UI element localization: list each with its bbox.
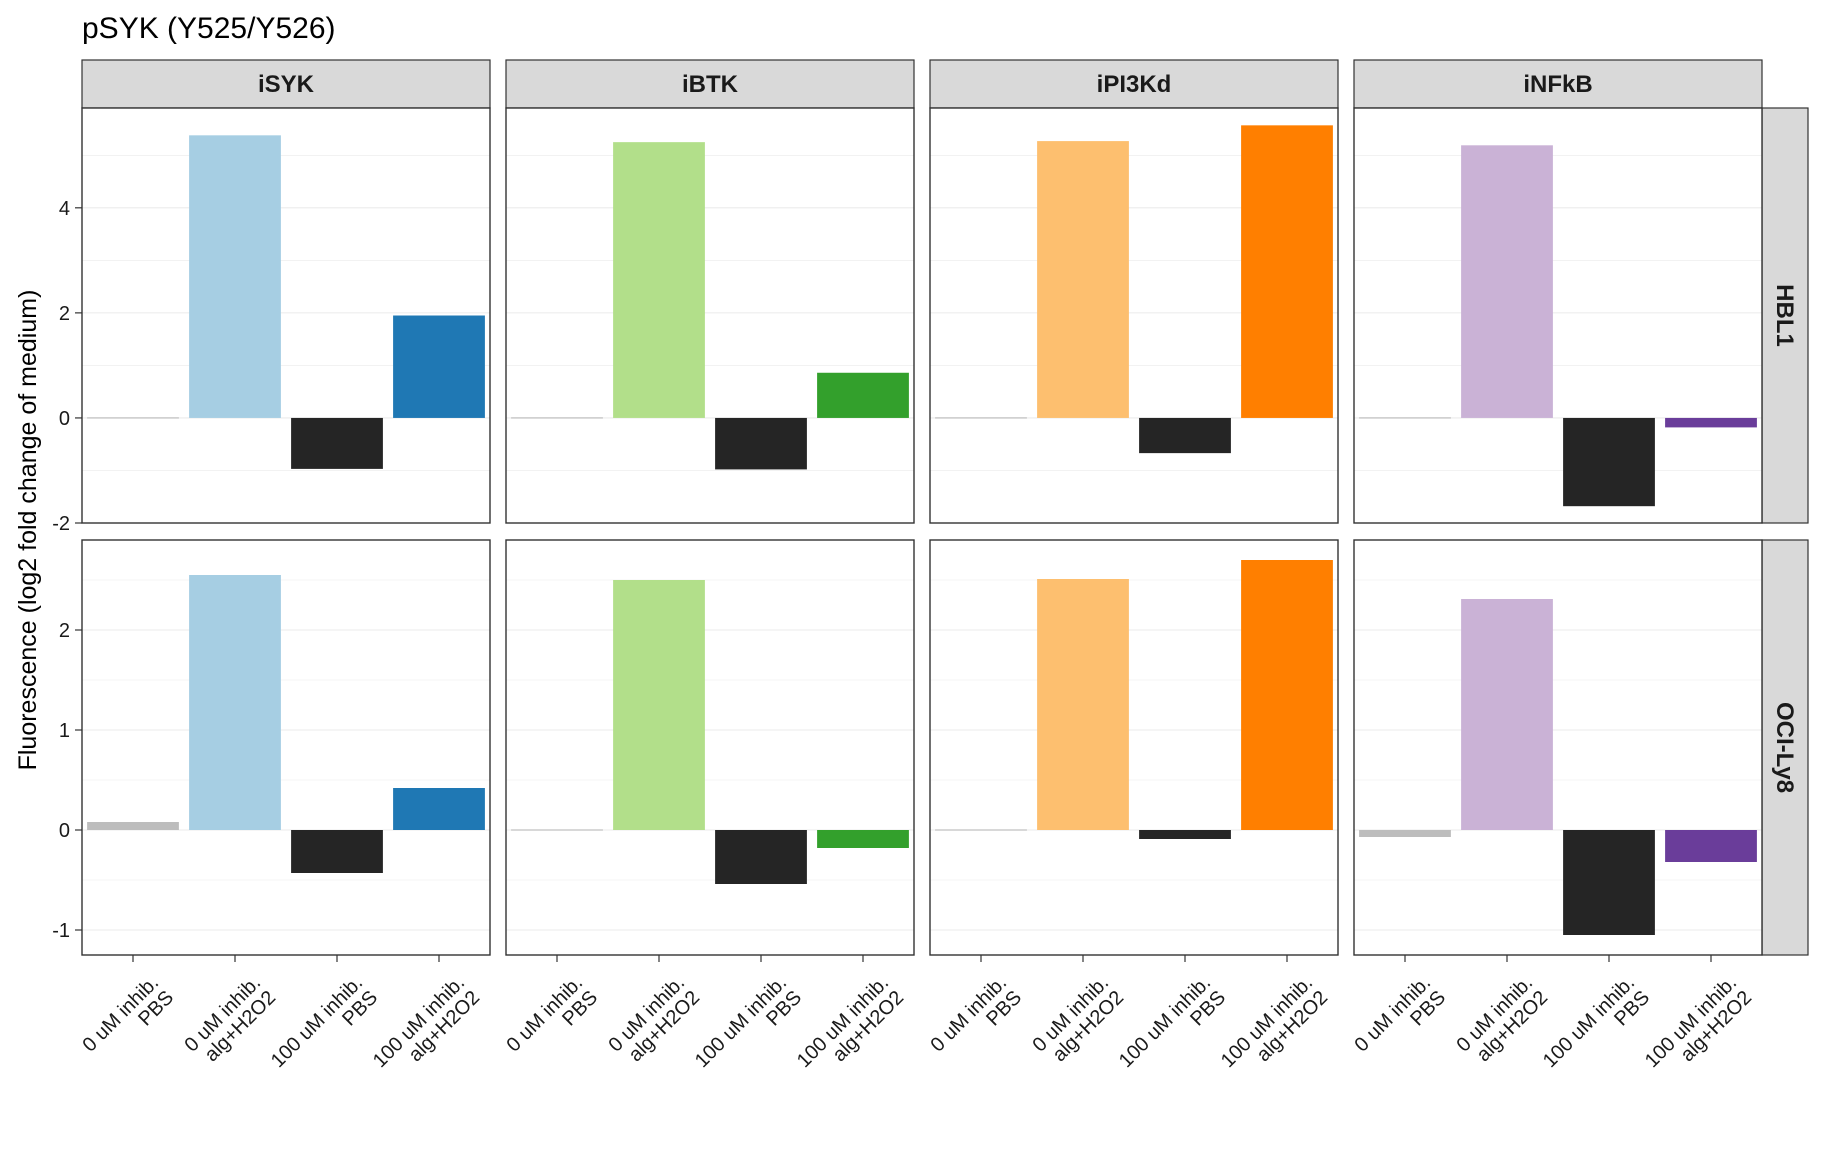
bar-oci-ly8-ibtk-3: [817, 830, 909, 848]
plot-layer: iSYK iBTK iPI3Kd iNFkB HBL1 -2 0 2 4 OCI-Ly8 -1 0 1 2…: [52, 59, 1809, 1087]
facet-label-ibtk: iBTK: [682, 71, 739, 98]
panel-border-hbl1-ipi3kd: [929, 107, 1339, 524]
facet-label-ipi3kd: iPI3Kd: [1097, 71, 1172, 98]
y-axis-title: Fluorescence (log2 fold change of medium…: [14, 290, 42, 771]
panel-bg-oci-ly8-ibtk: [506, 540, 914, 955]
bar-hbl1-infkb-1: [1461, 145, 1553, 418]
panel-bg-oci-ly8-infkb: [1354, 540, 1762, 955]
panel-border-oci-ly8-ibtk: [505, 539, 915, 956]
y-tick-label-hbl1: 0: [59, 408, 70, 430]
x-tick-label-ibtk-2: 100 uM inhib.PBS: [691, 972, 806, 1087]
panel-border-hbl1-isyk: [81, 107, 491, 524]
row-label-oci-ly8: OCI-Ly8: [1771, 702, 1798, 793]
bar-oci-ly8-ipi3kd-3: [1241, 560, 1333, 830]
x-tick-label-isyk-3: 100 uM inhib.alg+H2O2: [369, 972, 484, 1087]
x-tick-label-infkb-3: 100 uM inhib.alg+H2O2: [1641, 972, 1756, 1087]
row-strip-oci-ly8: [1761, 539, 1809, 956]
bar-hbl1-ibtk-0: [511, 417, 603, 419]
facet-label-isyk: iSYK: [258, 71, 315, 98]
facet-strip-ipi3kd: [929, 59, 1339, 109]
panel-border-oci-ly8-infkb: [1353, 539, 1763, 956]
x-tick-label-isyk-2: 100 uM inhib.PBS: [267, 972, 382, 1087]
bar-oci-ly8-infkb-2: [1563, 830, 1655, 935]
bar-oci-ly8-ipi3kd-2: [1139, 830, 1231, 839]
facet-strip-infkb: [1353, 59, 1763, 109]
panel-bg-hbl1-infkb: [1354, 108, 1762, 523]
x-tick-label-infkb-0: 0 uM inhib.PBS: [1351, 972, 1451, 1072]
bar-oci-ly8-isyk-3: [393, 788, 485, 830]
y-tick-label-oci-ly8: 0: [59, 820, 70, 842]
bar-hbl1-isyk-2: [291, 417, 383, 469]
x-tick-label-isyk-1: 0 uM inhib.alg+H2O2: [181, 972, 281, 1072]
x-tick-label-ipi3kd-0: 0 uM inhib.PBS: [927, 972, 1027, 1072]
bar-hbl1-infkb-2: [1563, 417, 1655, 507]
chart-title: pSYK (Y525/Y526): [82, 12, 336, 45]
panel-bg-hbl1-ibtk: [506, 108, 914, 523]
y-tick-label-hbl1: 2: [59, 303, 70, 325]
x-tick-label-ibtk-0: 0 uM inhib.PBS: [503, 972, 603, 1072]
bar-oci-ly8-ibtk-1: [613, 580, 705, 830]
bar-hbl1-infkb-0: [1359, 417, 1451, 419]
bar-hbl1-ibtk-2: [715, 417, 807, 470]
row-strip-hbl1: [1761, 107, 1809, 524]
facet-label-infkb: iNFkB: [1523, 71, 1592, 98]
bar-hbl1-isyk-0: [87, 417, 179, 419]
x-tick-label-ibtk-3: 100 uM inhib.alg+H2O2: [793, 972, 908, 1087]
bar-hbl1-ipi3kd-3: [1241, 125, 1333, 418]
x-tick-label-ibtk-1: 0 uM inhib.alg+H2O2: [605, 972, 705, 1072]
y-tick-label-oci-ly8: 1: [59, 720, 70, 742]
bar-oci-ly8-ipi3kd-1: [1037, 579, 1129, 830]
x-tick-label-infkb-2: 100 uM inhib.PBS: [1539, 972, 1654, 1087]
bar-hbl1-isyk-1: [189, 135, 281, 418]
bar-oci-ly8-ipi3kd-0: [935, 829, 1027, 831]
bar-hbl1-ipi3kd-1: [1037, 141, 1129, 418]
y-tick-label-oci-ly8: -1: [52, 920, 70, 942]
row-label-hbl1: HBL1: [1771, 284, 1798, 347]
bar-oci-ly8-infkb-0: [1359, 830, 1451, 837]
facet-strip-isyk: [81, 59, 491, 109]
panel-border-oci-ly8-isyk: [81, 539, 491, 956]
bar-oci-ly8-ibtk-0: [511, 829, 603, 831]
bar-hbl1-isyk-3: [393, 315, 485, 418]
bar-hbl1-ibtk-3: [817, 372, 909, 418]
bar-oci-ly8-isyk-2: [291, 830, 383, 873]
bar-oci-ly8-isyk-1: [189, 575, 281, 830]
x-tick-label-isyk-0: 0 uM inhib.PBS: [79, 972, 179, 1072]
facet-strip-ibtk: [505, 59, 915, 109]
bar-oci-ly8-infkb-3: [1665, 830, 1757, 862]
bar-hbl1-ipi3kd-2: [1139, 417, 1231, 454]
bar-hbl1-ibtk-1: [613, 142, 705, 418]
panel-border-hbl1-infkb: [1353, 107, 1763, 524]
panel-bg-oci-ly8-isyk: [82, 540, 490, 955]
x-tick-label-ipi3kd-1: 0 uM inhib.alg+H2O2: [1029, 972, 1129, 1072]
y-tick-label-hbl1: 4: [59, 198, 70, 220]
bar-oci-ly8-isyk-0: [87, 822, 179, 830]
bar-hbl1-ipi3kd-0: [935, 417, 1027, 419]
bar-oci-ly8-infkb-1: [1461, 599, 1553, 830]
x-tick-label-ipi3kd-2: 100 uM inhib.PBS: [1115, 972, 1230, 1087]
y-tick-label-hbl1: -2: [52, 513, 70, 535]
bar-hbl1-infkb-3: [1665, 417, 1757, 428]
bar-oci-ly8-ibtk-2: [715, 830, 807, 884]
panel-border-oci-ly8-ipi3kd: [929, 539, 1339, 956]
y-tick-label-oci-ly8: 2: [59, 620, 70, 642]
x-tick-label-ipi3kd-3: 100 uM inhib.alg+H2O2: [1217, 972, 1332, 1087]
x-tick-label-infkb-1: 0 uM inhib.alg+H2O2: [1453, 972, 1553, 1072]
panel-border-hbl1-ibtk: [505, 107, 915, 524]
